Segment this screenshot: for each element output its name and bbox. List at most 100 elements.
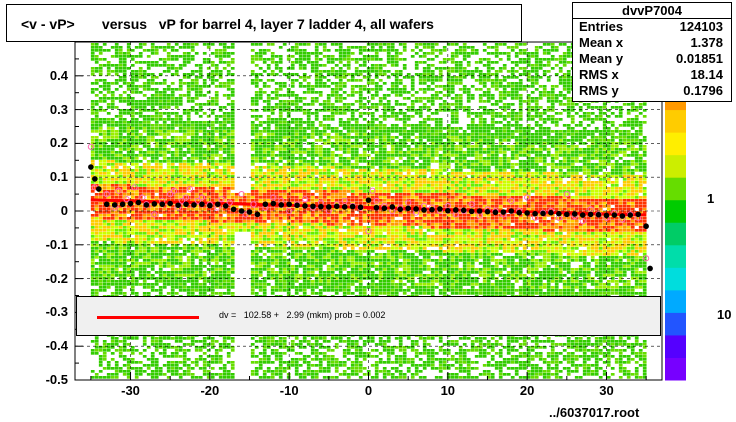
heat-cell bbox=[382, 178, 387, 181]
heat-cell bbox=[526, 169, 531, 172]
heat-cell bbox=[118, 97, 123, 100]
heat-cell bbox=[266, 49, 271, 52]
heat-cell bbox=[290, 85, 295, 88]
heat-cell bbox=[398, 151, 403, 154]
heat-cell bbox=[446, 181, 451, 184]
heat-cell bbox=[250, 97, 255, 100]
heat-cell bbox=[438, 172, 443, 175]
heat-cell bbox=[598, 169, 603, 172]
heat-cell bbox=[362, 136, 367, 139]
heat-cell bbox=[598, 166, 603, 169]
heat-cell bbox=[510, 172, 515, 175]
heat-cell bbox=[570, 184, 575, 187]
heat-cell bbox=[414, 46, 419, 49]
heat-cell bbox=[194, 85, 199, 88]
heat-cell bbox=[558, 166, 563, 169]
heat-cell bbox=[290, 190, 295, 193]
heat-cell bbox=[302, 190, 307, 193]
heat-cell bbox=[350, 169, 355, 172]
heat-cell bbox=[590, 121, 595, 124]
heat-cell bbox=[114, 145, 119, 148]
heat-cell bbox=[486, 112, 491, 115]
heat-cell bbox=[554, 178, 559, 181]
heat-cell bbox=[218, 172, 223, 175]
heat-cell bbox=[294, 175, 299, 178]
heat-cell bbox=[562, 190, 567, 193]
heat-cell bbox=[166, 58, 171, 61]
heat-cell bbox=[126, 151, 131, 154]
heat-cell bbox=[174, 151, 179, 154]
heat-cell bbox=[442, 136, 447, 139]
heat-cell bbox=[622, 154, 627, 157]
heat-cell bbox=[414, 124, 419, 127]
heat-cell bbox=[510, 82, 515, 85]
heat-cell bbox=[406, 130, 411, 133]
heat-cell bbox=[374, 58, 379, 61]
heat-cell bbox=[262, 70, 267, 73]
heat-cell bbox=[558, 94, 563, 97]
heat-cell bbox=[210, 73, 215, 76]
heat-cell bbox=[502, 181, 507, 184]
heat-cell bbox=[570, 127, 575, 130]
heat-cell bbox=[134, 160, 139, 163]
heat-cell bbox=[522, 73, 527, 76]
heat-cell bbox=[314, 82, 319, 85]
heat-cell bbox=[566, 106, 571, 109]
heat-cell bbox=[538, 181, 543, 184]
heat-cell bbox=[602, 136, 607, 139]
heat-cell bbox=[550, 166, 555, 169]
heat-cell bbox=[334, 142, 339, 145]
heat-cell bbox=[518, 151, 523, 154]
heat-cell bbox=[202, 61, 207, 64]
heat-cell bbox=[286, 67, 291, 70]
heat-cell bbox=[126, 67, 131, 70]
heat-cell bbox=[130, 103, 135, 106]
heat-cell bbox=[518, 112, 523, 115]
heat-cell bbox=[374, 187, 379, 190]
heat-cell bbox=[358, 175, 363, 178]
heat-cell bbox=[262, 58, 267, 61]
heat-cell bbox=[626, 112, 631, 115]
heat-cell bbox=[358, 178, 363, 181]
heat-cell bbox=[198, 193, 203, 196]
heat-cell bbox=[150, 73, 155, 76]
heat-cell bbox=[266, 118, 271, 121]
heat-cell bbox=[542, 178, 547, 181]
heat-cell bbox=[610, 136, 615, 139]
heat-cell bbox=[146, 55, 151, 58]
heat-cell bbox=[274, 169, 279, 172]
heat-cell bbox=[422, 82, 427, 85]
heat-cell bbox=[606, 121, 611, 124]
heat-cell bbox=[90, 103, 95, 106]
heat-cell bbox=[90, 142, 95, 145]
heat-cell bbox=[378, 67, 383, 70]
heat-cell bbox=[462, 181, 467, 184]
heat-cell bbox=[486, 67, 491, 70]
heat-cell bbox=[222, 169, 227, 172]
heat-cell bbox=[250, 160, 255, 163]
heat-cell bbox=[134, 106, 139, 109]
heat-cell bbox=[226, 139, 231, 142]
heat-cell bbox=[166, 184, 171, 187]
heat-cell bbox=[202, 193, 207, 196]
heat-cell bbox=[302, 166, 307, 169]
heat-cell bbox=[150, 124, 155, 127]
heat-cell bbox=[170, 103, 175, 106]
heat-cell bbox=[358, 184, 363, 187]
heat-cell bbox=[166, 124, 171, 127]
heat-cell bbox=[294, 79, 299, 82]
heat-cell bbox=[458, 181, 463, 184]
heat-cell bbox=[370, 178, 375, 181]
heat-cell bbox=[254, 175, 259, 178]
heat-cell bbox=[186, 139, 191, 142]
heat-cell bbox=[598, 181, 603, 184]
heat-cell bbox=[98, 145, 103, 148]
heat-cell bbox=[250, 73, 255, 76]
heat-cell bbox=[306, 175, 311, 178]
heat-cell bbox=[394, 190, 399, 193]
heat-cell bbox=[178, 94, 183, 97]
heat-cell bbox=[230, 124, 235, 127]
heat-cell bbox=[638, 157, 643, 160]
heat-cell bbox=[418, 166, 423, 169]
heat-cell bbox=[482, 79, 487, 82]
